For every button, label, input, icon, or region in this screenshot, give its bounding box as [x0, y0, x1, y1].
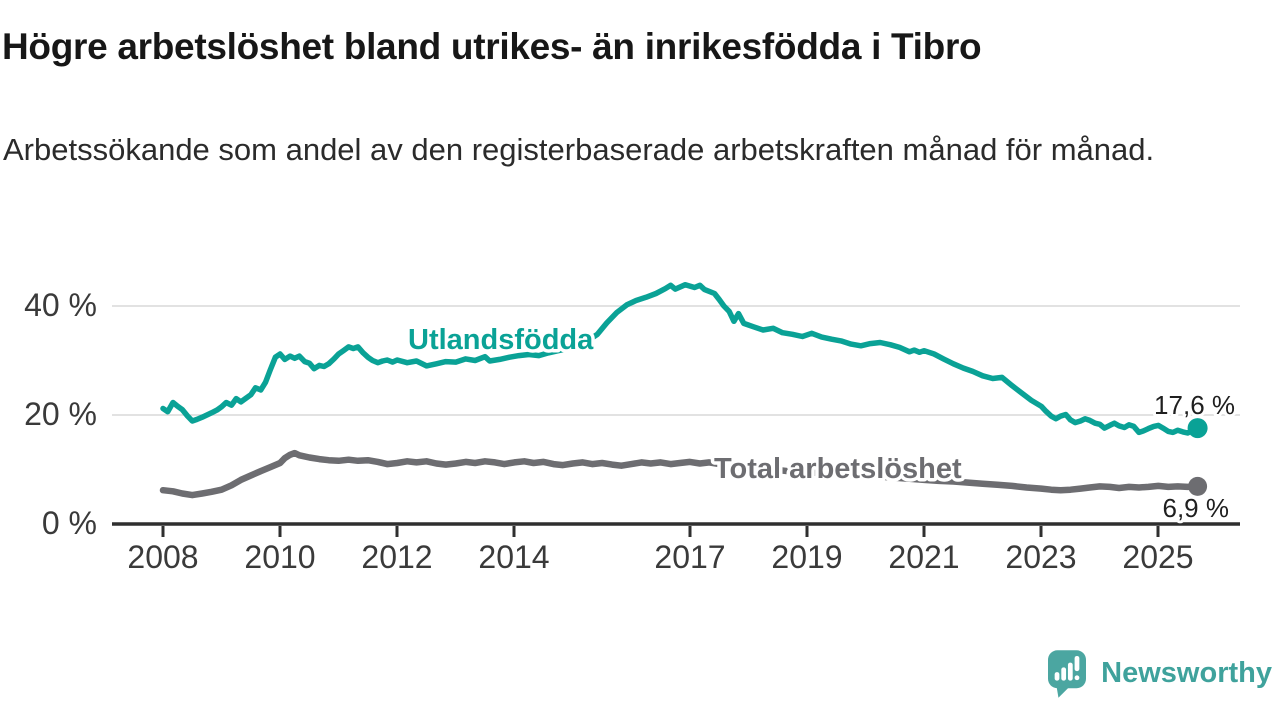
newsworthy-logo: Newsworthy: [1048, 650, 1272, 698]
x-tick-2023: 2023: [1005, 539, 1076, 575]
chart-subtitle: Arbetssökande som andel av den registerb…: [3, 132, 1155, 167]
x-axis-labels: 2008 2010 2012 2014 2017 2019 2021 2023 …: [127, 539, 1193, 575]
series-line-0: [160, 281, 1201, 436]
gridlines: [112, 305, 1240, 416]
series-annotations: Utlandsfödda Total arbetslöshet 17,6 % 6…: [405, 321, 1239, 527]
y-axis-labels: 40 % 20 % 0 %: [24, 287, 97, 541]
x-tick-2012: 2012: [361, 539, 432, 575]
y-tick-40: 40 %: [24, 287, 97, 323]
chart-title: Högre arbetslöshet bland utrikes- än inr…: [2, 26, 982, 67]
series-label-total: Total arbetslöshet: [714, 453, 962, 485]
x-tick-2025: 2025: [1122, 539, 1193, 575]
series-end-dot-0: [1187, 418, 1208, 439]
series-label-utlandsfodda: Utlandsfödda: [408, 324, 594, 356]
series-layer: [159, 281, 1208, 499]
x-tick-2019: 2019: [771, 539, 842, 575]
end-value-total: 6,9 %: [1163, 493, 1230, 523]
x-tick-2021: 2021: [888, 539, 959, 575]
series-end-dot-1: [1188, 476, 1208, 496]
newsworthy-logo-text: Newsworthy: [1101, 657, 1272, 689]
x-axis-ticks: [161, 526, 1160, 537]
end-value-utlandsfodda: 17,6 %: [1154, 390, 1235, 420]
x-tick-2014: 2014: [478, 539, 549, 575]
series-line-1: [159, 449, 1201, 499]
y-tick-0: 0 %: [42, 505, 97, 541]
y-tick-20: 20 %: [24, 396, 97, 432]
x-tick-2017: 2017: [654, 539, 725, 575]
newsworthy-logo-icon: [1048, 650, 1087, 698]
x-tick-2008: 2008: [127, 539, 198, 575]
x-tick-2010: 2010: [244, 539, 315, 575]
